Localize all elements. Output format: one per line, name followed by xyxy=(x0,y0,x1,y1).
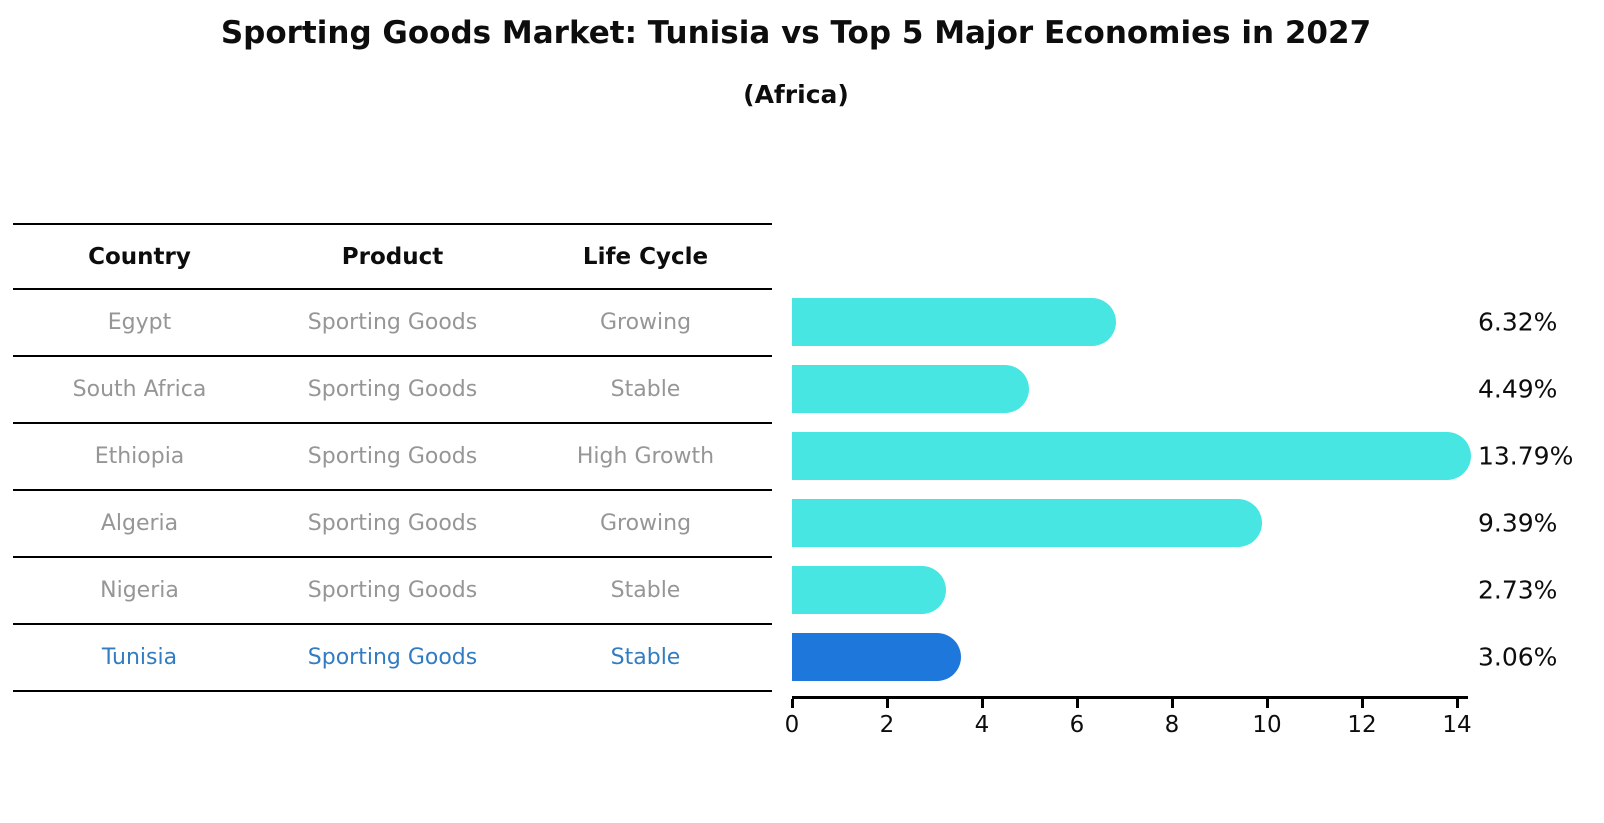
x-axis-tick xyxy=(980,699,984,708)
value-label-nigeria: 2.73% xyxy=(1478,575,1558,604)
value-label-tunisia: 3.06% xyxy=(1478,642,1558,671)
x-axis-line xyxy=(792,696,1468,699)
x-axis-tick xyxy=(1455,699,1459,708)
bar-south-africa xyxy=(792,364,1030,413)
value-label-egypt: 6.32% xyxy=(1478,307,1558,336)
x-axis-tick-label: 4 xyxy=(974,712,990,738)
x-axis-tick-label: 6 xyxy=(1069,712,1085,738)
country-cell: Tunisia xyxy=(101,645,178,670)
x-axis-tick xyxy=(1075,699,1079,708)
life-cycle-cell: Growing xyxy=(599,310,692,335)
country-cell: Algeria xyxy=(100,511,179,536)
x-axis-tick xyxy=(790,699,794,708)
x-axis-tick-label: 12 xyxy=(1347,712,1377,738)
country-cell: Nigeria xyxy=(100,578,179,603)
chart-title: Sporting Goods Market: Tunisia vs Top 5 … xyxy=(220,15,1372,51)
life-cycle-cell: Stable xyxy=(610,377,681,402)
table-header-row: Country Product Life Cycle xyxy=(13,225,772,290)
value-label-ethiopia: 13.79% xyxy=(1478,441,1574,470)
table-row-south-africa: South Africa Sporting Goods Stable xyxy=(13,357,772,424)
column-header-life-cycle: Life Cycle xyxy=(582,243,709,270)
life-cycle-cell: Growing xyxy=(599,511,692,536)
x-axis-tick-label: 2 xyxy=(879,712,895,738)
product-cell: Sporting Goods xyxy=(307,645,478,670)
bar-egypt xyxy=(792,297,1117,346)
chart-subtitle: (Africa) xyxy=(743,80,849,109)
bar-tunisia-highlighted xyxy=(792,632,962,681)
x-axis-tick xyxy=(1360,699,1364,708)
x-axis-tick-label: 0 xyxy=(784,712,800,738)
x-axis-tick xyxy=(1170,699,1174,708)
bar-ethiopia xyxy=(792,431,1472,480)
country-cell: Egypt xyxy=(107,310,172,335)
product-cell: Sporting Goods xyxy=(307,444,478,469)
table-row-algeria: Algeria Sporting Goods Growing xyxy=(13,491,772,558)
x-axis-tick xyxy=(885,699,889,708)
column-header-product: Product xyxy=(341,243,444,270)
value-label-algeria: 9.39% xyxy=(1478,508,1558,537)
life-cycle-cell: Stable xyxy=(610,578,681,603)
table-row-egypt: Egypt Sporting Goods Growing xyxy=(13,290,772,357)
column-header-country: Country xyxy=(88,243,191,270)
product-cell: Sporting Goods xyxy=(307,377,478,402)
x-axis-tick-label: 8 xyxy=(1164,712,1180,738)
country-cell: South Africa xyxy=(72,377,207,402)
x-axis-tick-label: 14 xyxy=(1442,712,1472,738)
life-cycle-cell: Stable xyxy=(610,645,681,670)
table-row-nigeria: Nigeria Sporting Goods Stable xyxy=(13,558,772,625)
product-cell: Sporting Goods xyxy=(307,578,478,603)
value-label-south-africa: 4.49% xyxy=(1478,374,1558,403)
product-cell: Sporting Goods xyxy=(307,310,478,335)
table-row-ethiopia: Ethiopia Sporting Goods High Growth xyxy=(13,424,772,491)
product-cell: Sporting Goods xyxy=(307,511,478,536)
bar-algeria xyxy=(792,498,1263,547)
life-cycle-cell: High Growth xyxy=(576,444,715,469)
country-cell: Ethiopia xyxy=(94,444,185,469)
country-table: Country Product Life Cycle Egypt Sportin… xyxy=(13,223,772,692)
table-row-tunisia: Tunisia Sporting Goods Stable xyxy=(13,625,772,692)
x-axis-tick-label: 10 xyxy=(1252,712,1282,738)
bar-nigeria xyxy=(792,565,946,614)
x-axis-tick xyxy=(1265,699,1269,708)
